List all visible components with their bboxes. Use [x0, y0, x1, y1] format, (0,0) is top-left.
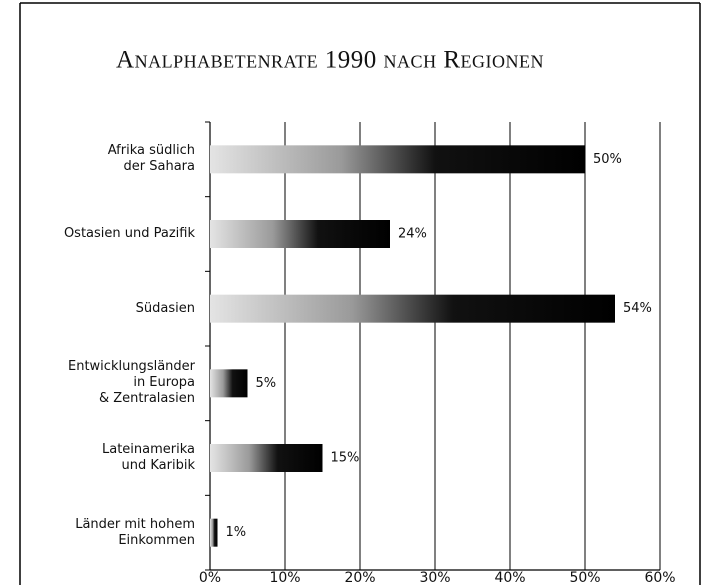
value-label: 15%: [331, 451, 360, 466]
bar: [210, 369, 248, 398]
bar: [210, 220, 390, 248]
category-label: Entwicklungsländer in Europa & Zentralas…: [68, 359, 195, 407]
x-tick-label: 40%: [494, 570, 525, 585]
bar: [210, 294, 615, 323]
x-tick-label: 0%: [199, 570, 221, 585]
x-tick-label: 60%: [644, 570, 675, 585]
value-label: 50%: [593, 152, 622, 167]
bar: [210, 444, 323, 472]
x-tick-label: 20%: [344, 570, 375, 585]
value-label: 54%: [623, 301, 652, 316]
x-tick-label: 30%: [419, 570, 450, 585]
value-label: 5%: [256, 376, 277, 391]
category-label: Länder mit hohem Einkommen: [75, 516, 195, 548]
value-label: 24%: [398, 227, 427, 242]
bar: [210, 518, 218, 547]
bar: [210, 145, 585, 174]
x-tick-label: 50%: [569, 570, 600, 585]
category-label: Afrika südlich der Sahara: [107, 143, 195, 175]
value-label: 1%: [226, 525, 247, 540]
category-label: Lateinamerika und Karibik: [101, 442, 195, 473]
category-label: Ostasien und Pazifik: [63, 226, 195, 241]
category-label: Südasien: [135, 300, 195, 316]
chart-title: Analphabetenrate 1990 nach Regionen: [116, 47, 544, 74]
x-tick-label: 10%: [269, 570, 300, 585]
